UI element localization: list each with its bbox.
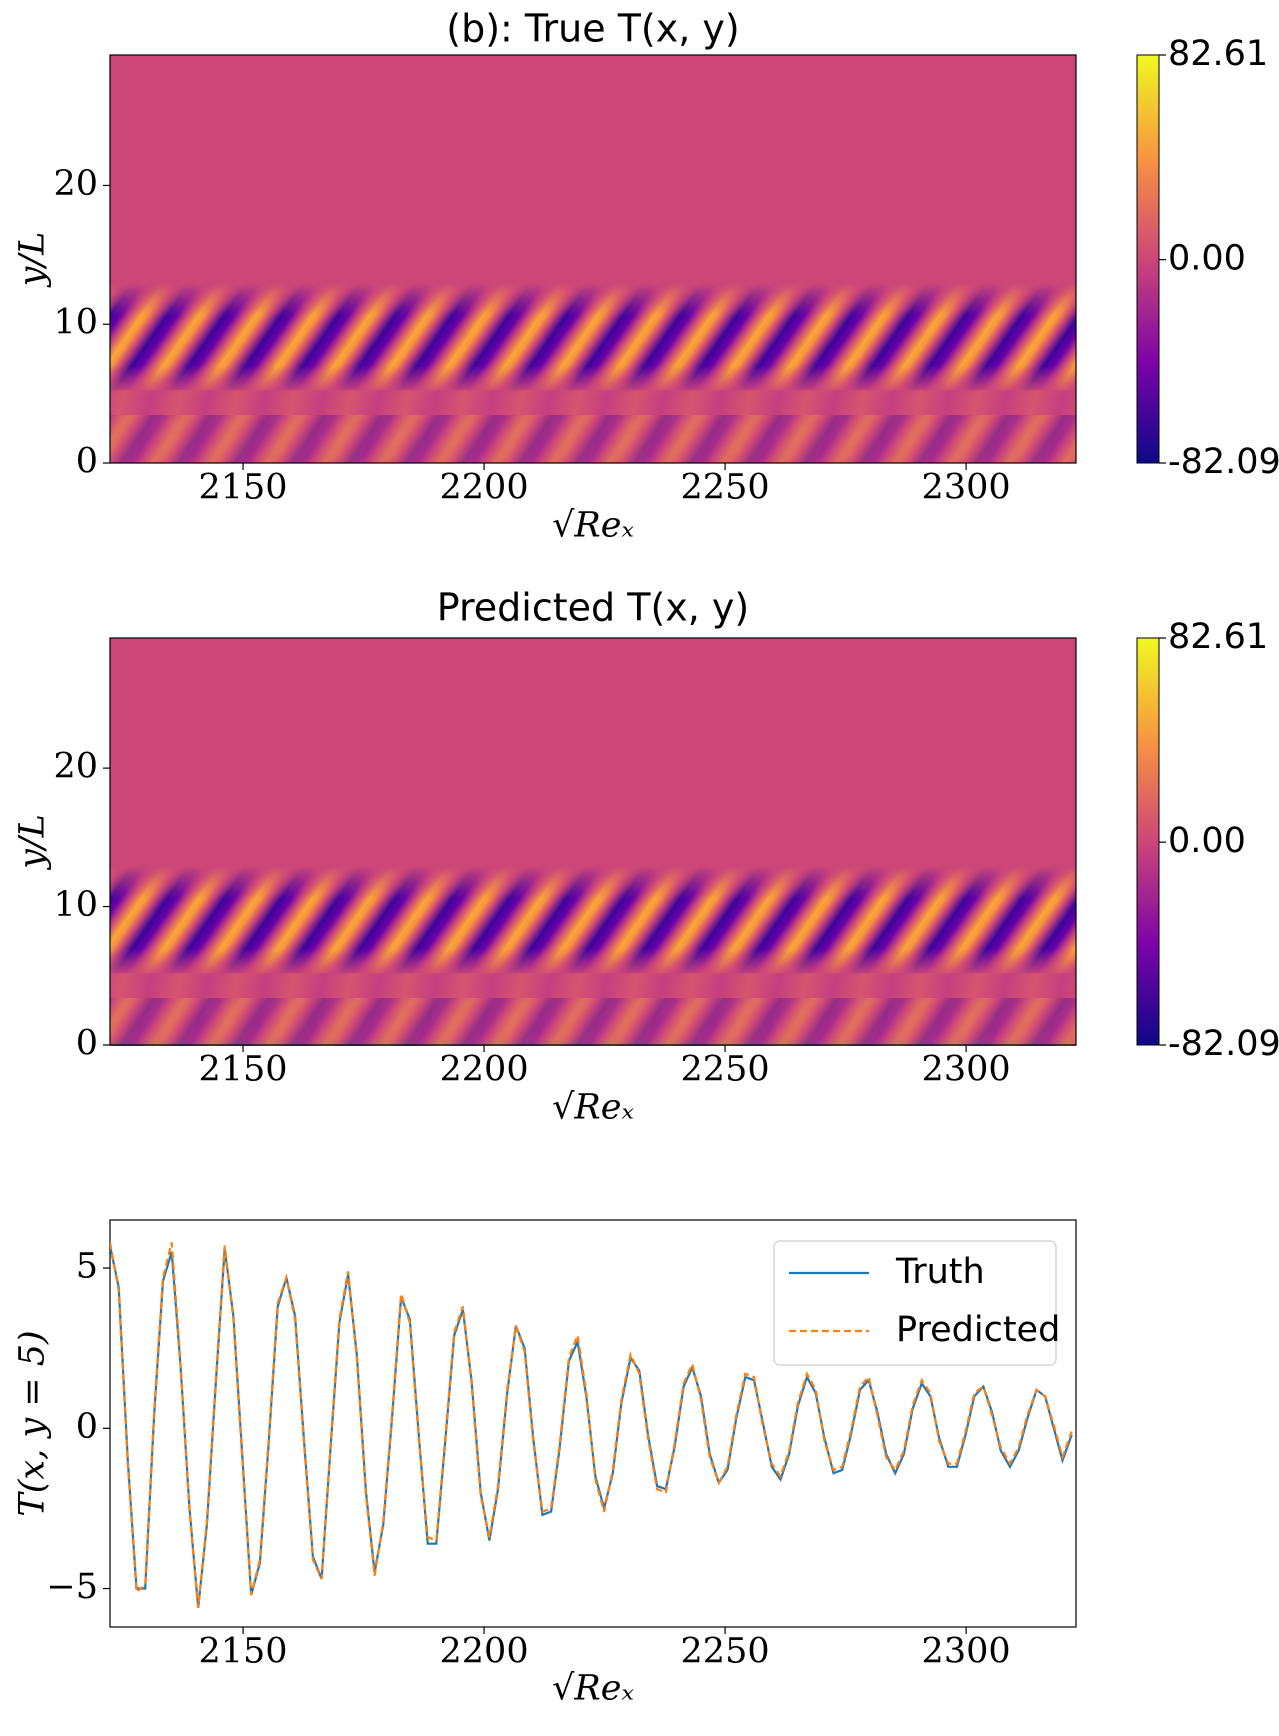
y-tick-label: 10 — [53, 885, 98, 925]
y-tick-label: 20 — [53, 747, 98, 787]
colorbar — [1136, 637, 1160, 1046]
x-tick-label: 2200 — [440, 1050, 529, 1090]
colorbar-tick-label: 82.61 — [1168, 617, 1268, 657]
x-tick-label: 2150 — [199, 1632, 288, 1672]
plot-frame — [109, 1219, 1077, 1628]
y-axis-label: T(x, y = 5) — [13, 1330, 53, 1516]
x-axis-label: √Reₓ — [552, 1669, 634, 1709]
x-tick-label: 2250 — [681, 468, 770, 508]
data-line — [110, 1242, 1073, 1608]
y-tick-label: 10 — [53, 303, 98, 343]
colorbar-tick-label: 0.00 — [1168, 821, 1246, 861]
heatmap-field — [110, 55, 1076, 463]
x-axis-label: √Reₓ — [552, 1088, 634, 1128]
plot-frame — [109, 637, 1077, 1046]
x-axis-label: √Reₓ — [552, 506, 634, 546]
plot-frame — [109, 54, 1077, 464]
colorbar — [1136, 54, 1160, 464]
legend-label: Truth — [895, 1252, 985, 1292]
y-axis-label: y/L — [13, 232, 53, 289]
x-tick-label: 2200 — [440, 468, 529, 508]
heatmap-field — [110, 638, 1076, 1046]
x-tick-label: 2150 — [199, 1050, 288, 1090]
colorbar-tick-label: -82.09 — [1168, 442, 1279, 482]
x-tick-label: 2300 — [922, 1632, 1011, 1672]
chart-title: Predicted T(x, y) — [437, 586, 749, 630]
x-tick-label: 2200 — [440, 1632, 529, 1672]
y-tick-label: 5 — [76, 1247, 98, 1287]
colorbar-tick-label: 0.00 — [1168, 239, 1246, 279]
colorbar-tick-label: -82.09 — [1168, 1024, 1279, 1064]
y-tick-label: 0 — [76, 1407, 98, 1447]
y-tick-label: 20 — [53, 164, 98, 204]
colorbar-tick-label: 82.61 — [1168, 34, 1268, 74]
x-tick-label: 2300 — [922, 1050, 1011, 1090]
x-tick-label: 2250 — [681, 1050, 770, 1090]
series-group — [110, 1242, 1073, 1608]
y-axis-label: y/L — [13, 814, 53, 871]
x-tick-label: 2150 — [199, 468, 288, 508]
x-tick-label: 2300 — [922, 468, 1011, 508]
legend-label: Predicted — [896, 1310, 1060, 1350]
chart-title: (b): True T(x, y) — [446, 7, 739, 51]
y-tick-label: −5 — [46, 1567, 98, 1607]
y-tick-label: 0 — [76, 442, 98, 482]
y-tick-label: 0 — [76, 1024, 98, 1064]
x-tick-label: 2250 — [681, 1632, 770, 1672]
